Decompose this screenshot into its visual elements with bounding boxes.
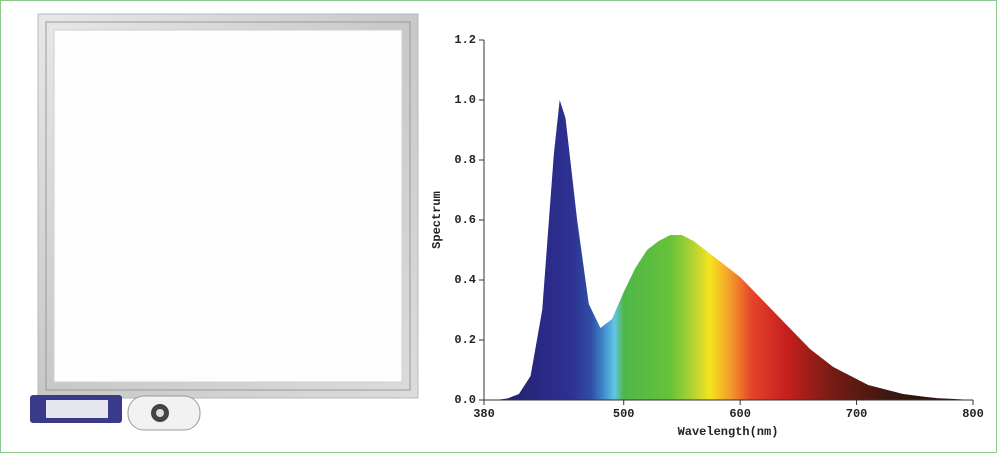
panel-light	[53, 29, 403, 383]
x-axis-label: Wavelength(nm)	[678, 425, 779, 439]
y-tick-label: 0.4	[454, 273, 476, 287]
y-tick-label: 0.8	[454, 153, 476, 167]
x-tick-label: 700	[846, 407, 868, 421]
y-tick-label: 0.6	[454, 213, 476, 227]
product-image	[30, 13, 419, 431]
spectrum-area	[484, 100, 973, 400]
x-tick-label: 800	[962, 407, 984, 421]
y-tick-label: 1.2	[454, 33, 476, 47]
panel-edge	[45, 21, 411, 391]
driver-label	[46, 400, 108, 418]
y-tick-label: 1.0	[454, 93, 476, 107]
x-tick-label: 500	[613, 407, 635, 421]
x-tick-label: 600	[729, 407, 751, 421]
y-tick-label: 0.2	[454, 333, 476, 347]
y-axis-label: Spectrum	[430, 191, 444, 249]
y-tick-label: 0.0	[454, 393, 476, 407]
x-tick-label: 380	[473, 407, 495, 421]
remote-button	[156, 409, 164, 417]
